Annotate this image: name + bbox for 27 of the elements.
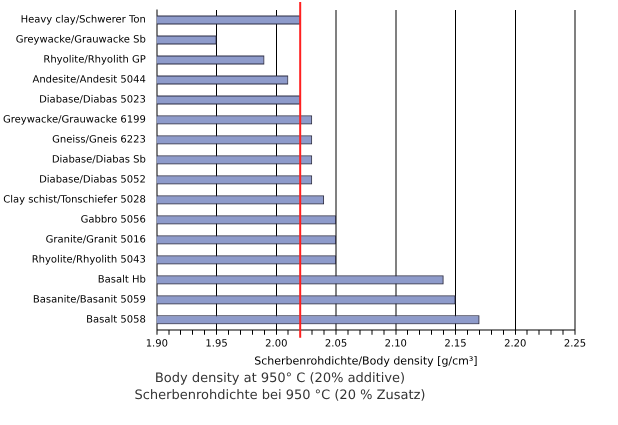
x-tick-label: 2.25	[564, 338, 586, 350]
y-tick-label: Diabase/Diabas 5052	[39, 174, 146, 186]
y-tick-label: Gneiss/Gneis 6223	[52, 134, 146, 146]
x-tick-label: 2.05	[324, 338, 348, 350]
x-tick-label: 2.20	[504, 338, 526, 350]
x-tick-label: 1.95	[205, 338, 228, 350]
y-tick-label: Clay schist/Tonschiefer 5028	[3, 194, 146, 206]
y-tick-label: Diabase/Diabas Sb	[52, 154, 146, 166]
text: Body density at 950° C (20% additive)	[154, 370, 406, 387]
y-tick-label: Greywacke/Grauwacke Sb	[16, 34, 146, 46]
y-tick-label: Basalt Hb	[98, 274, 146, 286]
y-tick-label: Rhyolite/Rhyolith 5043	[32, 254, 146, 266]
y-tick-label: Heavy clay/Schwerer Ton	[20, 14, 146, 26]
x-axis-title: Scherbenrohdichte/Body density [g/cm³]	[254, 354, 478, 368]
y-tick-label: Gabbro 5056	[80, 214, 146, 226]
x-tick-label: 2.00	[265, 338, 288, 350]
y-tick-label: Rhyolite/Rhyolith GP	[43, 54, 146, 66]
x-tick-label: 2.10	[384, 338, 407, 350]
y-tick-label: Diabase/Diabas 5023	[39, 94, 146, 106]
y-tick-label: Granite/Granit 5016	[46, 234, 146, 246]
text: Scherbenrohdichte bei 950 °C (20 % Zusatz)	[134, 387, 426, 404]
y-tick-label: Andesite/Andesit 5044	[32, 74, 146, 86]
y-tick-label: Basalt 5058	[86, 314, 146, 326]
y-tick-label: Greywacke/Grauwacke 6199	[2, 114, 146, 126]
y-tick-label: Basanite/Basanit 5059	[32, 294, 146, 306]
x-tick-label: 2.15	[444, 338, 467, 350]
text: 1.90	[146, 338, 168, 350]
